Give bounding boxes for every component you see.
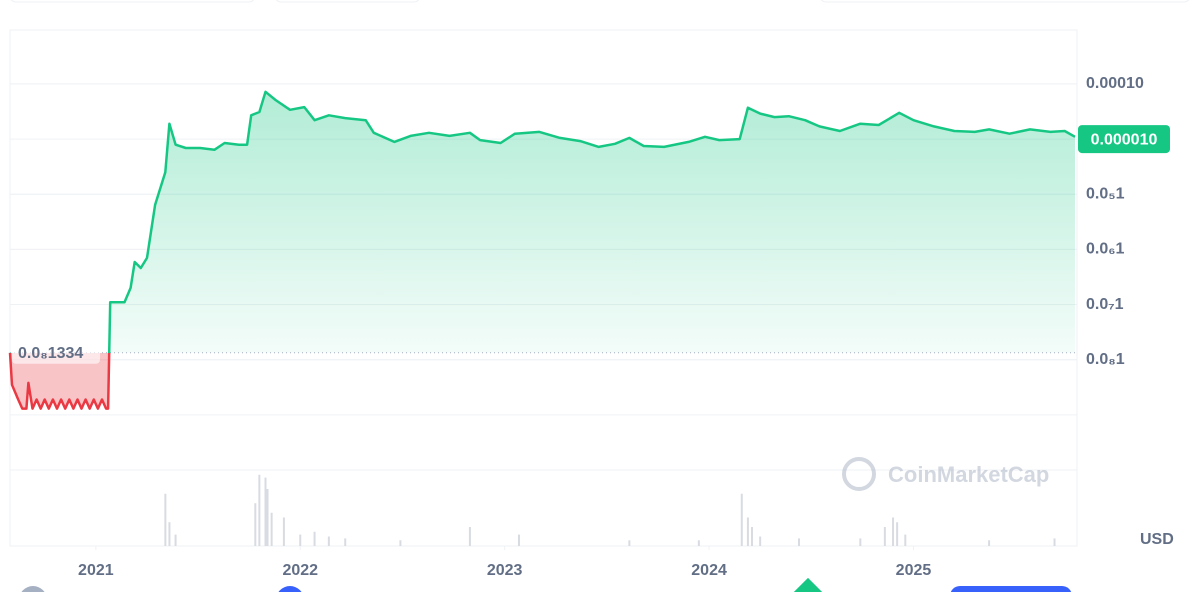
x-tick-label: 2023	[487, 562, 523, 579]
volume-bar	[740, 493, 743, 546]
volume-bar	[399, 540, 402, 546]
volume-bar	[258, 474, 261, 546]
volume-bar	[282, 517, 285, 546]
volume-bar	[468, 527, 471, 546]
volume-bar	[628, 540, 631, 546]
volume-bar	[174, 534, 177, 546]
y-tick-label: 0.0₆1	[1086, 241, 1125, 258]
volume-bar	[859, 538, 862, 546]
volume-bar	[264, 477, 267, 546]
top-button[interactable]	[820, 0, 1190, 3]
volume-bar	[904, 534, 907, 546]
x-tick-label: 2025	[896, 562, 932, 579]
plot-frame	[9, 29, 1078, 547]
volume-bar	[746, 517, 749, 546]
volume-bar	[168, 522, 171, 546]
volume-bar	[759, 536, 762, 546]
x-tick-label: 2021	[78, 562, 114, 579]
volume-bar	[697, 540, 700, 546]
watermark: CoinMarketCap	[842, 457, 1049, 491]
volume-bar	[254, 503, 257, 546]
start-price-box	[12, 341, 100, 364]
volume-bar	[299, 534, 302, 546]
currency-label: USD	[1140, 531, 1174, 548]
top-button[interactable]	[10, 0, 255, 3]
volume-bar	[892, 517, 895, 546]
current-price-label: 0.000010	[1091, 131, 1158, 148]
volume-bar	[750, 527, 753, 546]
price-area	[10, 91, 1075, 409]
volume-bar	[883, 527, 886, 546]
event-marker[interactable]	[950, 586, 1072, 592]
y-tick-label: 0.0₇1	[1086, 296, 1124, 313]
start-price-label: 0.0₈1334	[18, 345, 83, 362]
volume-bar	[270, 512, 273, 546]
event-marker[interactable]	[793, 577, 823, 592]
volume-bar	[344, 538, 347, 546]
current-price-badge	[1078, 125, 1170, 154]
volume-bar	[896, 522, 899, 546]
watermark-text: CoinMarketCap	[888, 462, 1049, 487]
x-tick-label: 2024	[691, 562, 727, 579]
event-marker[interactable]	[276, 586, 304, 592]
price-line	[8, 90, 1076, 410]
volume-bar	[164, 493, 167, 546]
volume-bar	[1053, 538, 1056, 546]
volume-bar	[327, 536, 330, 546]
volume-bar	[313, 531, 316, 546]
top-button[interactable]	[275, 0, 420, 3]
watermark-logo	[842, 457, 876, 491]
y-tick-label: 0.0₅1	[1086, 185, 1125, 202]
volume-bar	[988, 540, 991, 546]
volume-bar	[266, 489, 269, 546]
y-tick-label: 0.00010	[1086, 75, 1144, 92]
x-tick-label: 2022	[282, 562, 318, 579]
volume-bar	[798, 538, 801, 546]
y-tick-label: 0.0₈1	[1086, 351, 1125, 368]
volume-bar	[517, 534, 520, 546]
event-marker[interactable]	[19, 586, 47, 592]
